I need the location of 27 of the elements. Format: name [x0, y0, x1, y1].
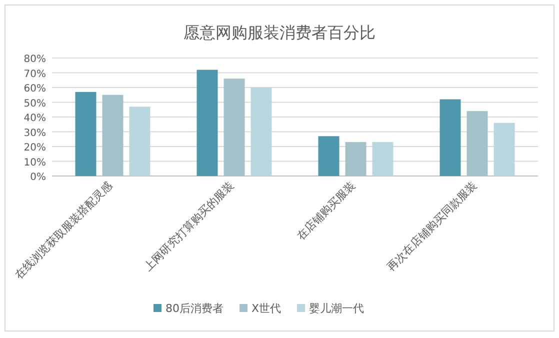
- legend-label: 80后消费者: [166, 302, 224, 315]
- legend-label: X世代: [252, 302, 282, 315]
- x-tick-label: 上网研究打算购买的服装: [142, 178, 236, 274]
- y-tick-label: 80%: [24, 54, 46, 65]
- bar: [75, 92, 96, 176]
- bar: [494, 122, 515, 176]
- bar: [129, 106, 150, 176]
- y-tick-label: 50%: [24, 98, 46, 110]
- y-tick-label: 70%: [24, 68, 46, 80]
- bar: [224, 78, 245, 176]
- bar: [372, 142, 394, 176]
- y-tick-label: 10%: [24, 157, 46, 168]
- y-tick-label: 60%: [24, 84, 46, 94]
- legend-label: 婴儿潮一代: [309, 302, 364, 315]
- x-tick-label: 再次在店铺购买同款服装: [384, 178, 480, 274]
- x-tick-label: 在店铺购买服装: [294, 178, 358, 243]
- y-tick-label: 30%: [24, 128, 46, 139]
- bar: [102, 94, 124, 176]
- bar: [440, 99, 461, 176]
- bar: [466, 111, 488, 176]
- chart-title: 愿意网购服装消费者百分比: [184, 23, 376, 42]
- bar: [250, 88, 272, 176]
- y-tick-label: 20%: [24, 142, 46, 154]
- bar: [196, 70, 218, 176]
- bar: [318, 136, 340, 176]
- bar: [345, 142, 366, 176]
- y-tick-label: 40%: [24, 113, 46, 124]
